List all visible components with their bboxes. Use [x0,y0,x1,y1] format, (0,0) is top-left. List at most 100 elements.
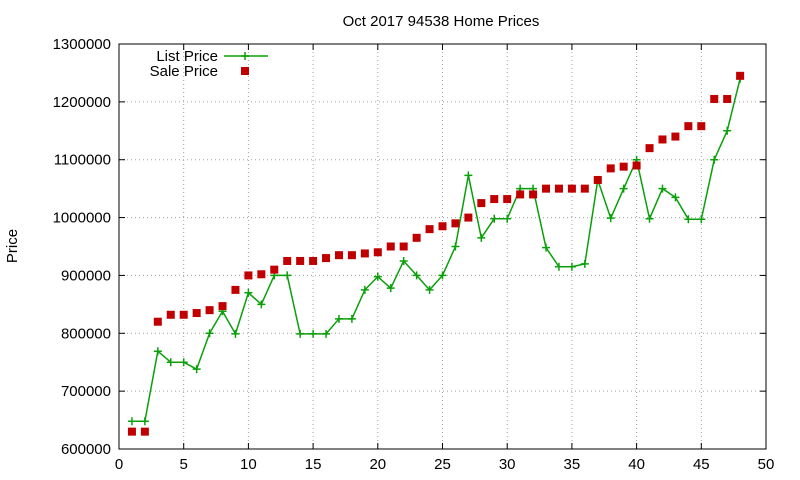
list-price-point [490,214,499,223]
list-price-point [386,284,395,293]
sale-price-point [684,122,693,131]
sale-price-point [645,144,654,153]
sale-price-point [386,242,395,251]
sale-price-point [153,317,162,326]
x-tick-label: 15 [305,456,322,473]
list-price-point [606,214,615,223]
sale-price-point [438,222,447,231]
sale-price-point [192,309,201,318]
sale-price-point [632,161,641,170]
sale-price-point [283,256,292,265]
list-price-point [645,214,654,223]
sale-price-point [697,122,706,131]
list-price-point [658,184,667,193]
sale-price-point [347,251,356,260]
list-price-point [296,329,305,338]
list-price-point [554,262,563,271]
y-tick-label: 1100000 [54,152,111,169]
x-tick-label: 0 [115,456,123,473]
sale-price-point [360,249,369,258]
sale-price-point [451,219,460,228]
series-layer [127,71,745,436]
sale-price-point [516,190,525,199]
sale-price-point [580,184,589,193]
list-price-point [425,285,434,294]
series-line-list-price [131,78,741,422]
x-tick-label: 45 [693,456,710,473]
x-tick-label: 25 [434,456,451,473]
sale-price-point [554,184,563,193]
sale-price-point [529,190,538,199]
sale-price-point [593,175,602,184]
legend-marker-list-price [241,52,249,60]
y-tick-label: 900000 [61,267,111,284]
legend-marker-sale-price [241,67,249,75]
legend-label-sale-price: Sale Price [150,63,218,80]
y-axis-label: Price [4,229,21,263]
legend: List Price Sale Price [150,48,268,80]
list-price-point [360,285,369,294]
sale-price-point [671,132,680,141]
list-price-point [710,155,719,164]
list-price-point [503,214,512,223]
ticks-layer: 0 5 10 15 20 25 30 35 40 45 50 600000 700000 800000 90… [53,36,775,473]
sale-price-point [373,248,382,257]
list-price-point [477,233,486,242]
list-price-point [464,171,473,180]
list-price-point [127,417,136,426]
list-price-point [205,329,214,338]
list-price-point [309,329,318,338]
sale-price-point [166,310,175,319]
sale-price-point [140,427,149,436]
list-price-point [192,365,201,374]
list-price-point [347,314,356,323]
list-price-point [567,262,576,271]
x-tick-label: 40 [628,456,645,473]
list-price-point [322,329,331,338]
list-price-point [697,215,706,224]
x-tick-label: 50 [758,456,775,473]
y-tick-label: 1300000 [53,36,111,53]
sale-price-point [619,162,628,171]
list-price-point [231,329,240,338]
sale-price-point [127,427,136,436]
list-price-point [373,272,382,281]
x-tick-label: 10 [240,456,257,473]
grid-layer [119,44,766,449]
sale-price-point [490,195,499,204]
list-price-point [166,358,175,367]
list-price-point [412,271,421,280]
list-price-point [451,242,460,251]
sale-price-point [244,271,253,280]
y-tick-label: 600000 [61,441,111,458]
sale-price-point [296,256,305,265]
list-price-point [283,271,292,280]
sale-price-point [425,225,434,234]
list-price-point [723,126,732,135]
sale-price-point [503,195,512,204]
sale-price-point [710,94,719,103]
sale-price-point [399,242,408,251]
sale-price-point [542,184,551,193]
legend-label-list-price: List Price [156,48,218,65]
y-tick-label: 1000000 [53,210,111,227]
sale-price-point [567,184,576,193]
sale-price-point [464,213,473,222]
list-price-point [334,314,343,323]
list-price-point [153,347,162,356]
list-price-point [542,243,551,252]
list-price-point [399,256,408,265]
x-tick-label: 30 [499,456,516,473]
chart-title: Oct 2017 94538 Home Prices [343,13,540,30]
sale-price-point [218,302,227,311]
y-tick-label: 1200000 [53,94,111,111]
list-price-point [179,358,188,367]
sale-price-point [736,71,745,80]
sale-price-point [179,310,188,319]
sale-price-point [334,251,343,260]
list-price-point [580,259,589,268]
sale-price-point [477,199,486,208]
x-tick-label: 35 [564,456,581,473]
y-tick-label: 700000 [61,383,111,400]
